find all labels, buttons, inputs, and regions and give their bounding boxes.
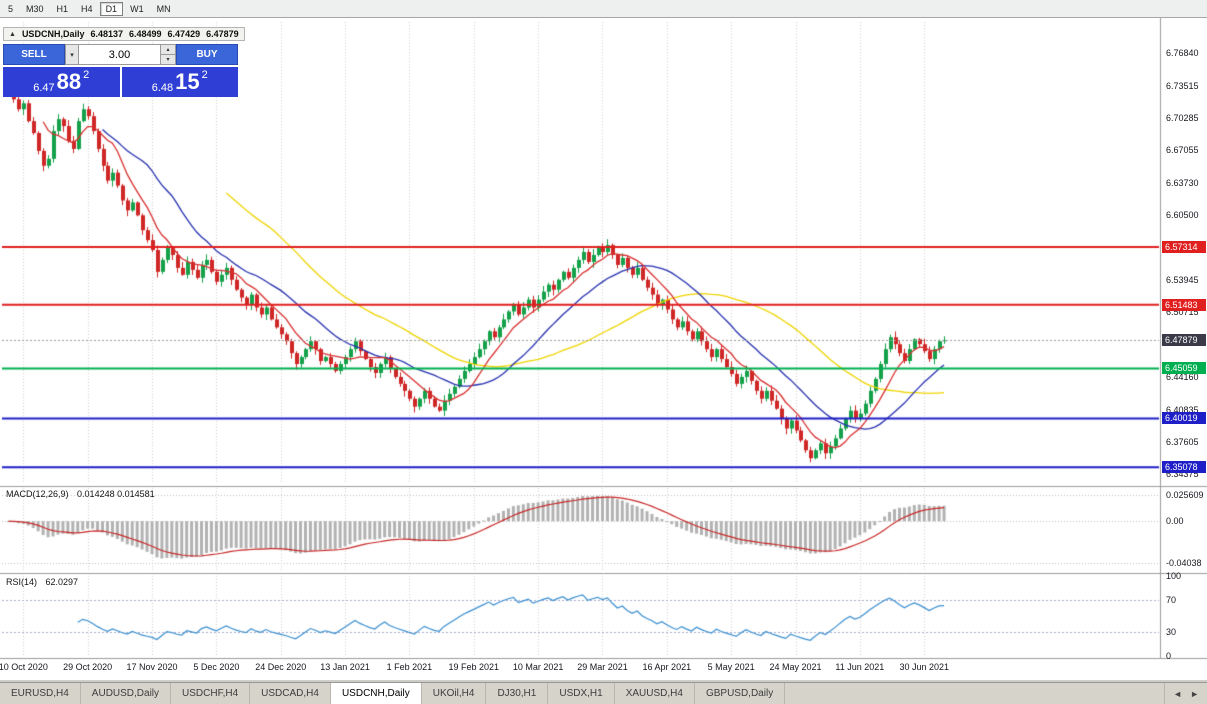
- one-click-trading-panel: SELL ▾ ▴ ▾ BUY 6.47 88 2 6.48 15 2: [3, 44, 238, 97]
- ohlc-high: 6.48499: [129, 29, 162, 39]
- chart-tab-usdcad-h4[interactable]: USDCAD,H4: [250, 683, 331, 704]
- lot-stepper: ▴ ▾: [161, 44, 176, 65]
- timeframe-button-h1[interactable]: H1: [56, 3, 69, 14]
- chart-ohlc-header: ▲ USDCNH,Daily 6.48137 6.48499 6.47429 6…: [3, 27, 245, 41]
- timeframe-button-d1[interactable]: D1: [99, 1, 124, 16]
- ohlc-open: 6.48137: [90, 29, 123, 39]
- chart-tab-xauusd-h4[interactable]: XAUUSD,H4: [615, 683, 695, 704]
- chart-tabs-bar: EURUSD,H4 AUDUSD,Daily USDCHF,H4 USDCAD,H4 U…: [0, 682, 1207, 704]
- chart-tab-eurusd-h4[interactable]: EURUSD,H4: [0, 683, 81, 704]
- price-chart-canvas[interactable]: [0, 18, 1207, 680]
- chart-tab-dj30-h1[interactable]: DJ30,H1: [486, 683, 549, 704]
- chart-tabs: EURUSD,H4 AUDUSD,Daily USDCHF,H4 USDCAD,H4 U…: [0, 683, 786, 704]
- timeframe-toolbar: 5 M30 H1 H4 D1 W1 MN: [0, 0, 1207, 18]
- lot-spin-down-button[interactable]: ▾: [161, 55, 175, 64]
- chart-tab-ukoil-h4[interactable]: UKOil,H4: [422, 683, 487, 704]
- tab-scroll-arrows: ◄ ►: [1164, 683, 1207, 704]
- timeframe-button-m30[interactable]: M30: [26, 3, 44, 14]
- sell-price-display[interactable]: 6.47 88 2: [3, 67, 120, 97]
- rsi-title: RSI(14): [6, 577, 38, 587]
- tab-scroll-left-icon[interactable]: ◄: [1173, 688, 1183, 699]
- ohlc-close: 6.47879: [206, 29, 239, 39]
- lot-dropdown-button[interactable]: ▾: [65, 44, 79, 65]
- buy-price-prefix: 6.48: [151, 82, 174, 94]
- lot-size-input[interactable]: [79, 44, 161, 65]
- ohlc-low: 6.47429: [167, 29, 201, 39]
- chart-symbol-label: USDCNH,Daily: [21, 29, 85, 39]
- macd-indicator-header: MACD(12,26,9) 0.014248 0.014581: [6, 489, 155, 499]
- timeframe-button-5[interactable]: 5: [8, 3, 14, 14]
- chart-tab-usdcnh-daily[interactable]: USDCNH,Daily: [330, 683, 422, 704]
- chevron-down-icon: ▾: [70, 51, 74, 59]
- timeframe-button-w1[interactable]: W1: [130, 3, 144, 14]
- sell-button[interactable]: SELL: [3, 44, 65, 65]
- timeframe-buttons: 5 M30 H1 H4 D1 W1 MN: [2, 1, 178, 16]
- timeframe-button-mn[interactable]: MN: [156, 3, 171, 14]
- timeframe-button-h4[interactable]: H4: [81, 3, 93, 14]
- sell-price-big-digits: 88: [56, 69, 82, 94]
- tab-scroll-right-icon[interactable]: ►: [1190, 688, 1199, 699]
- chart-tab-usdx-h1[interactable]: USDX,H1: [548, 683, 615, 704]
- sell-price-superscript: 2: [83, 69, 90, 81]
- chart-tab-audusd-daily[interactable]: AUDUSD,Daily: [81, 683, 172, 704]
- chart-tab-gbpusd-daily[interactable]: GBPUSD,Daily: [695, 683, 786, 704]
- chart-tab-usdchf-h4[interactable]: USDCHF,H4: [171, 683, 251, 704]
- buy-price-display[interactable]: 6.48 15 2: [121, 67, 238, 97]
- sell-price-prefix: 6.47: [33, 82, 55, 94]
- rsi-value: 62.0297: [45, 577, 79, 587]
- macd-title: MACD(12,26,9): [6, 489, 69, 499]
- buy-price-superscript: 2: [201, 69, 208, 81]
- lot-spin-up-button[interactable]: ▴: [161, 45, 175, 55]
- buy-price-big-digits: 15: [175, 69, 200, 94]
- buy-button[interactable]: BUY: [176, 44, 238, 65]
- chart-area: 6.76840 6.73515 6.70285 6.67055 6.63730 6.605…: [0, 18, 1207, 680]
- macd-values: 0.014248 0.014581: [77, 489, 155, 499]
- collapse-panel-icon[interactable]: ▲: [9, 30, 16, 38]
- rsi-indicator-header: RSI(14) 62.0297: [6, 577, 78, 587]
